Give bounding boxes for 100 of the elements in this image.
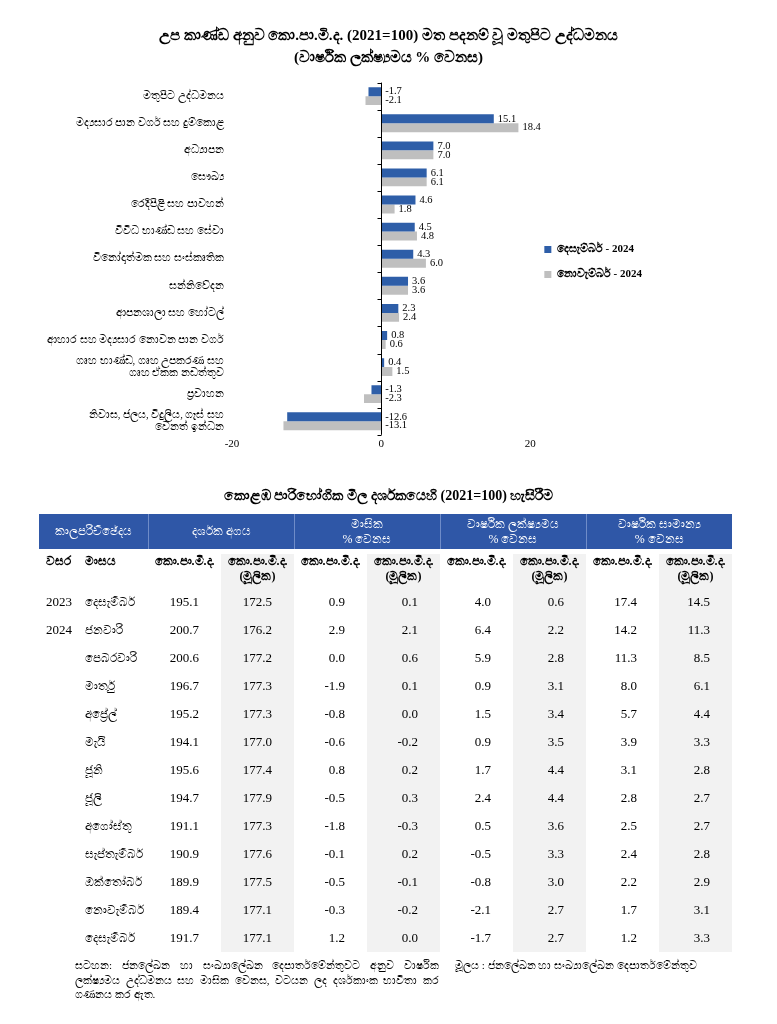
data-label: 2.7 [513,896,586,924]
bar [364,394,382,404]
data-label: 18.4 [522,121,542,133]
series-label: කො.පා.මි.ද. (මූලික) [659,549,732,588]
text: දර්ශක අගය [148,514,294,549]
text: වාර්ෂික සාමාන්‍ය % වෙනස [586,514,732,549]
data-label: 196.7 [168,677,200,695]
data-label: 190.9 [168,845,200,863]
data-label: -0.6 [323,733,346,751]
data-label: 177.6 [221,840,294,868]
y-tick-label: ප්‍රවාහන [187,387,224,400]
data-label: 3.6 [412,275,426,287]
data-label: 194.7 [168,789,200,807]
bar [381,195,416,205]
bar [283,421,382,431]
data-label: 4.4 [659,700,732,728]
data-label: 14.2 [613,621,638,639]
data-label: 1.7 [619,901,638,919]
data-label: 2.5 [619,817,638,835]
category-label: මාර්තු [85,677,116,695]
bar [381,312,400,322]
data-label: -13.1 [385,419,408,431]
data-label: 0.5 [473,817,492,835]
data-label: 2.7 [659,812,732,840]
data-label: 6.4 [473,621,492,639]
legend-label: නොවැම්බර් - 2024 [556,266,643,281]
data-label: 195.1 [168,593,200,611]
category-label: ජනවාරි [85,621,124,639]
data-label: 0.0 [367,924,440,952]
data-label: 0.6 [389,338,403,350]
text: කො.පා.මි.ද. [299,553,362,570]
data-label: 15.1 [497,112,517,124]
bar [381,114,494,124]
data-label: 1.5 [473,705,492,723]
data-label: 4.4 [513,784,586,812]
data-label: 2.4 [619,845,638,863]
data-label: 5.9 [473,649,492,667]
bar [368,87,382,97]
data-label: 1.7 [473,761,492,779]
y-tick-label: මද්‍යසාර පාන වර්ග සහ දුම්කොළ [75,115,225,130]
text: සටහන: ජනලේඛන හා සංඛ්‍යාලේඛන දෙපාර්තමේන්තුවට අනුව වාර්ෂික ලක්ෂ්‍යමය උද්ධමනය සහ මාසික වෙනස, වටයන ලද දර්ශකාංක භාවිතා කර ගණනය කර ඇත. [75,958,439,1002]
data-label: -1.9 [323,677,346,695]
data-label: 4.4 [513,756,586,784]
y-tick-label: ගෘහ භාණ්ඩ, ගෘහ උපකරණ සහ ගෘහ ඒකක නඩත්තුව [75,352,224,380]
text: මූලය : ජනලේඛන හා සංඛ්‍යාලේඛන දෙපාර්තමේන්තුව [455,958,698,975]
text: මාසය [85,553,117,570]
chart-title: උප කාණ්ඩ අනුව කො.පා.මි.ද. (2021=100) මත පදනම් වූ මතුපිට උද්ධමනය (වාර්ෂික ලක්ෂ්‍යමය % වෙනස) [158,25,619,68]
data-label: 14.5 [659,588,732,616]
bar [381,123,519,133]
data-label: -0.3 [323,901,346,919]
data-label: -2.1 [469,901,492,919]
data-label: -1.7 [469,929,492,947]
data-label: 191.1 [168,817,200,835]
category-label: සැප්තැම්බර් [85,845,144,863]
data-label: 3.1 [659,896,732,924]
data-label: 3.0 [513,868,586,896]
data-label: 177.3 [221,672,294,700]
text: කො.පා.මි.ද. [445,553,508,570]
data-label: 177.1 [221,924,294,952]
text: කො.පා.මි.ද. [153,553,216,570]
data-label: -0.1 [323,845,346,863]
y-tick-label: සන්නිවේදන [169,277,224,292]
y-tick-label: සෞඛ්‍ය [191,171,225,183]
y-tick-label: නිවාස, ජලය, විදුලිය, ගෑස් සහ වෙනත් ඉන්ධන [88,406,224,433]
data-label: 2.1 [367,616,440,644]
data-label: 3.3 [659,924,732,952]
y-tick-label: ආපනශාලා සහ හෝටල් [115,304,225,320]
data-label: 0.8 [327,761,346,779]
bar [381,303,399,313]
data-label: -1.8 [323,817,346,835]
data-label: -0.5 [469,845,492,863]
data-label: -0.5 [323,873,346,891]
data-label: -2.3 [385,392,402,404]
data-label: 11.3 [659,616,732,644]
data-label: 11.3 [613,649,638,667]
data-label: 177.3 [221,812,294,840]
data-label: 2.7 [659,784,732,812]
data-label: 3.3 [659,728,732,756]
data-label: 2.2 [513,616,586,644]
bar [381,141,434,151]
data-label: 177.3 [221,700,294,728]
category-label: ජූලි [85,789,103,808]
data-label: 2.3 [402,302,416,314]
data-label: 6.1 [659,672,732,700]
y-tick-label: විනෝදාත්මක සහ සංස්කෘතික [92,250,224,265]
data-label: 0.9 [327,593,346,611]
data-label: 0.9 [473,733,492,751]
data-label: 3.9 [619,733,638,751]
y-tick-label: මතුපිට උද්ධමනය [143,87,224,103]
data-label: -0.2 [367,728,440,756]
data-label: 0.0 [367,700,440,728]
data-label: 3.6 [412,284,426,296]
data-label: 3.3 [513,840,586,868]
data-label: 6.0 [429,256,444,268]
text: කො.පා.මි.ද. [591,553,654,570]
data-label: 0.2 [367,840,440,868]
data-label: 3.1 [619,761,638,779]
data-label: 2.4 [403,311,417,323]
x-tick-label: -20 [224,437,240,450]
data-label: 189.9 [168,873,200,891]
